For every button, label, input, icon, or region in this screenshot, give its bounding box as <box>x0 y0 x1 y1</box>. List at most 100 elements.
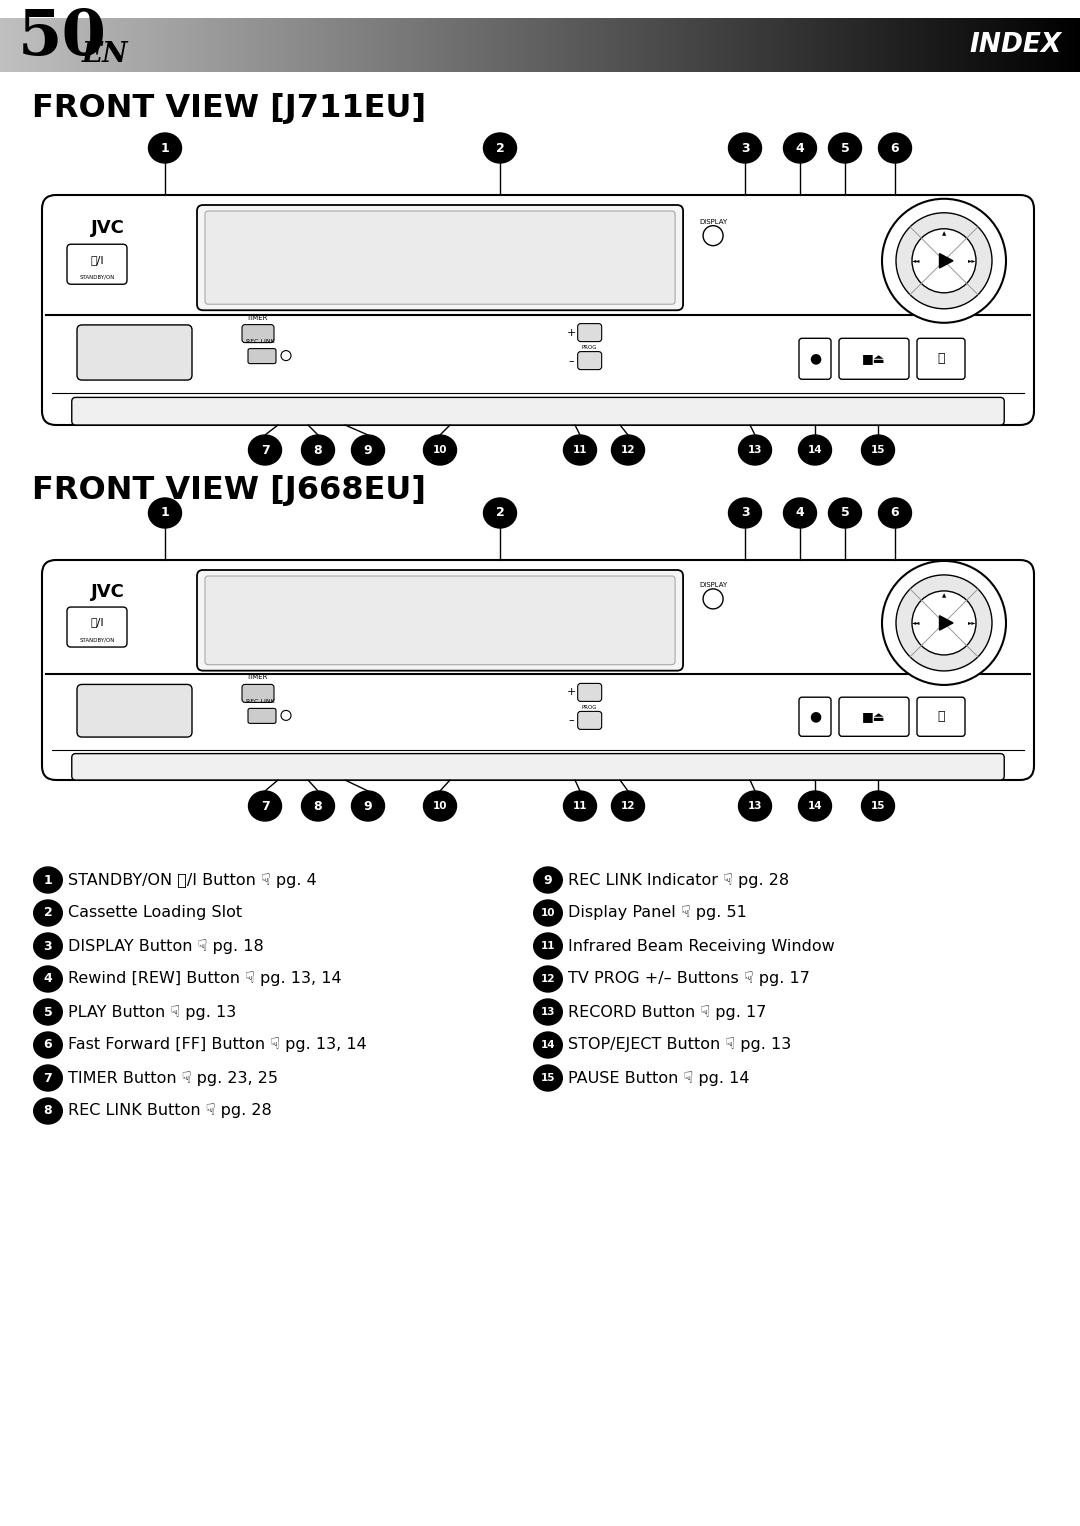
Bar <box>994 18 998 72</box>
Bar <box>576 18 580 72</box>
Bar <box>486 18 490 72</box>
Bar <box>867 18 872 72</box>
Bar <box>170 18 173 72</box>
FancyBboxPatch shape <box>67 607 127 647</box>
Bar <box>940 18 944 72</box>
Bar <box>173 18 177 72</box>
Bar <box>950 18 955 72</box>
Bar <box>846 18 850 72</box>
Bar <box>904 18 907 72</box>
Bar <box>551 18 555 72</box>
Text: Rewind [REW] Button ☟ pg. 13, 14: Rewind [REW] Button ☟ pg. 13, 14 <box>68 972 341 986</box>
Bar <box>335 18 339 72</box>
Bar <box>403 18 407 72</box>
Bar <box>918 18 922 72</box>
Bar <box>591 18 594 72</box>
FancyBboxPatch shape <box>578 684 602 702</box>
Bar <box>796 18 799 72</box>
Bar <box>583 18 588 72</box>
Bar <box>983 18 987 72</box>
Bar <box>893 18 896 72</box>
Bar <box>0 18 4 72</box>
Bar <box>25 18 29 72</box>
Bar <box>248 18 253 72</box>
FancyBboxPatch shape <box>67 244 127 284</box>
Bar <box>446 18 450 72</box>
Bar <box>483 18 486 72</box>
Ellipse shape <box>564 435 596 465</box>
Bar <box>494 18 497 72</box>
Text: FRONT VIEW [J711EU]: FRONT VIEW [J711EU] <box>32 93 427 124</box>
Text: ▲: ▲ <box>942 594 946 598</box>
Bar <box>356 18 361 72</box>
Bar <box>759 18 764 72</box>
Bar <box>597 18 602 72</box>
Bar <box>375 18 378 72</box>
Ellipse shape <box>828 133 862 163</box>
Bar <box>997 18 1001 72</box>
FancyBboxPatch shape <box>242 684 274 702</box>
Bar <box>921 18 926 72</box>
Text: DISPLAY: DISPLAY <box>699 581 727 588</box>
Bar <box>213 18 216 72</box>
Ellipse shape <box>729 497 761 528</box>
Text: 50: 50 <box>18 8 107 69</box>
Text: 1: 1 <box>161 142 170 154</box>
Bar <box>605 18 609 72</box>
Bar <box>461 18 464 72</box>
Ellipse shape <box>739 790 771 821</box>
Text: 4: 4 <box>43 972 52 986</box>
Bar <box>43 18 48 72</box>
Bar <box>619 18 623 72</box>
Bar <box>370 18 375 72</box>
Ellipse shape <box>33 867 63 893</box>
Text: 8: 8 <box>43 1105 52 1117</box>
Bar <box>76 18 80 72</box>
Bar <box>100 18 105 72</box>
Bar <box>54 18 58 72</box>
Bar <box>969 18 972 72</box>
Bar <box>608 18 612 72</box>
Ellipse shape <box>301 790 335 821</box>
Text: JVC: JVC <box>91 583 125 601</box>
Bar <box>410 18 415 72</box>
Ellipse shape <box>878 133 912 163</box>
Bar <box>975 18 980 72</box>
Circle shape <box>703 226 724 246</box>
Text: STOP/EJECT Button ☟ pg. 13: STOP/EJECT Button ☟ pg. 13 <box>568 1038 792 1053</box>
Bar <box>241 18 245 72</box>
FancyBboxPatch shape <box>77 685 192 737</box>
Bar <box>705 18 710 72</box>
Bar <box>273 18 278 72</box>
Bar <box>1026 18 1030 72</box>
Text: 1: 1 <box>43 873 52 887</box>
Ellipse shape <box>739 435 771 465</box>
FancyBboxPatch shape <box>799 697 831 737</box>
Text: 12: 12 <box>621 801 635 810</box>
Bar <box>1034 18 1037 72</box>
FancyBboxPatch shape <box>248 708 276 723</box>
Bar <box>162 18 166 72</box>
Bar <box>140 18 145 72</box>
Bar <box>720 18 724 72</box>
Ellipse shape <box>351 435 384 465</box>
Text: 5: 5 <box>43 1006 52 1018</box>
FancyBboxPatch shape <box>917 339 966 380</box>
Ellipse shape <box>862 790 894 821</box>
Bar <box>626 18 631 72</box>
Bar <box>346 18 350 72</box>
Ellipse shape <box>534 900 563 926</box>
Ellipse shape <box>534 966 563 992</box>
Bar <box>378 18 382 72</box>
Text: ⏸: ⏸ <box>937 710 945 723</box>
Bar <box>832 18 836 72</box>
Bar <box>86 18 91 72</box>
Bar <box>522 18 526 72</box>
Text: PROG: PROG <box>582 345 597 349</box>
Bar <box>230 18 234 72</box>
Circle shape <box>896 212 993 308</box>
Bar <box>745 18 750 72</box>
Bar <box>306 18 310 72</box>
Bar <box>159 18 162 72</box>
Bar <box>637 18 642 72</box>
